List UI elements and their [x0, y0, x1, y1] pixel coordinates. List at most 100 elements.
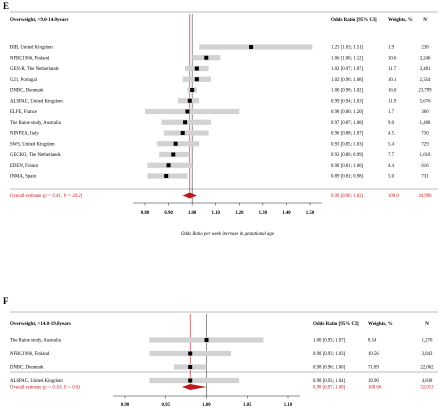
n-text: 22,062	[420, 366, 434, 371]
weight-text: 16.0	[388, 89, 397, 94]
or-ci-text: 0.98 [0.96; 1.00]	[313, 366, 346, 371]
x-tick-label: 1.05	[243, 403, 252, 408]
or-ci-text: 0.93 [0.85; 1.03]	[331, 142, 364, 147]
overall-diamond	[182, 384, 207, 390]
n-text: 1,270	[422, 339, 433, 344]
n-text: 616	[421, 164, 429, 169]
x-tick-label: 0.90	[164, 211, 173, 216]
panel-e: E Overweight, >9.0-14.0years Odds Ratio […	[3, 1, 438, 237]
study-label: SWS, United Kingdom	[10, 142, 55, 147]
or-ci-text: 0.97 [0.87; 1.08]	[331, 121, 364, 126]
n-text: 3,246	[420, 56, 431, 61]
group-label: Overweight, >14.0-19.0years	[10, 322, 71, 327]
weight-text: 1.9	[388, 46, 395, 51]
or-ci-text: 0.89 [0.81; 0.98]	[331, 175, 364, 180]
or-ci-text: 1.00 [0.93; 1.07]	[313, 339, 346, 344]
point-estimate	[180, 131, 185, 135]
study-label: INMA, Spain	[10, 175, 37, 180]
group-label: Overweight, >9.0-14.0years	[10, 18, 68, 23]
x-tick-label: 0.90	[121, 403, 130, 408]
overall-n-text: 44,998	[418, 194, 432, 199]
x-tick-label: 1.20	[235, 211, 244, 216]
study-label: DNBC, Denmark	[10, 89, 44, 94]
ci-bar	[163, 130, 209, 136]
n-text: 5,676	[420, 99, 431, 104]
n-text: 731	[421, 175, 429, 180]
panel-letter-e: E	[3, 1, 9, 11]
or-ci-text: 1.02 [0.97; 1.07]	[331, 67, 364, 72]
weight-text: 10.1	[388, 78, 397, 83]
x-tick-label: 0.95	[162, 403, 171, 408]
study-label: ALSPAC, United Kingdom	[10, 99, 63, 104]
study-label: NFBC1966, Finland	[10, 56, 50, 61]
or-ci-text: 1.02 [0.96; 1.08]	[331, 78, 364, 83]
ci-bar	[156, 141, 200, 147]
or-ci-text: 0.98 [0.80; 1.20]	[331, 110, 364, 115]
study-label: GECKO, The Netherlands	[10, 153, 61, 158]
overall-or-text: 0.99 [0.96; 1.02]	[331, 194, 364, 199]
or-ci-text: 0.90 [0.81; 1.00]	[331, 164, 364, 169]
study-label: NFBC1966, Finland	[10, 352, 50, 357]
x-tick-label: 1.00	[188, 211, 197, 216]
n-text: 3,843	[422, 352, 433, 357]
n-text: 3,481	[420, 67, 431, 72]
x-tick-label: 1.10	[284, 403, 293, 408]
panel-letter-f: F	[3, 296, 9, 306]
ci-bar	[199, 44, 313, 50]
overall-label: Overall estimate (p = 0.10; I² = 0.0)	[10, 385, 80, 391]
overall-diamond	[182, 192, 197, 199]
ci-bar	[145, 108, 240, 115]
x-tick-label: 1.10	[212, 211, 221, 216]
x-tick-label: 0.80	[141, 211, 150, 216]
point-estimate	[173, 141, 178, 146]
n-text: 360	[421, 110, 429, 115]
or-ci-text: 1.25 [1.03; 1.51]	[331, 46, 364, 51]
ci-bar	[149, 377, 240, 384]
column-header: N	[425, 322, 429, 327]
overall-label-text: Overall estimate	[10, 386, 43, 391]
point-estimate	[204, 338, 209, 342]
or-ci-text: 0.98 [0.93; 1.03]	[313, 352, 346, 357]
study-label: NINFEA, Italy	[10, 132, 39, 137]
weight-text: 11.7	[388, 67, 397, 72]
or-ci-text: 1.00 [0.98; 1.02]	[331, 89, 364, 94]
point-estimate	[188, 351, 193, 356]
point-estimate	[187, 98, 192, 103]
n-text: 23,799	[418, 89, 432, 94]
weight-text: 11.9	[388, 99, 397, 104]
overall-weight-text: 100.00	[368, 386, 382, 391]
panel-f: F Overweight, >14.0-19.0years Odds Ratio …	[3, 296, 438, 408]
n-text: 730	[421, 132, 429, 137]
weight-text: 5.4	[388, 142, 395, 147]
column-header: Odds Ratio [95% CI]	[331, 18, 377, 23]
point-estimate	[204, 55, 209, 60]
n-text: 1,610	[420, 153, 431, 158]
overall-label-text: Overall estimate	[10, 194, 43, 199]
overall-n-text: 32,013	[420, 386, 434, 391]
heterogeneity-text: (p = 0.41; I² = 34.2)	[43, 193, 83, 199]
x-axis-title: Odds Ratio per week increase in gestatio…	[181, 232, 275, 237]
point-estimate	[188, 378, 193, 383]
point-estimate	[185, 109, 190, 114]
point-estimate	[194, 66, 199, 71]
overall-weight-text: 100.0	[388, 194, 399, 199]
point-estimate	[249, 45, 254, 49]
study-label: ALSPAC, United Kingdom	[10, 379, 63, 384]
overall-label: Overall estimate (p = 0.41; I² = 34.2)	[10, 193, 83, 199]
or-ci-text: 0.92 [0.86; 0.99]	[331, 153, 364, 158]
point-estimate	[188, 365, 193, 369]
study-label: The Raine study, Australia	[10, 339, 62, 344]
study-label: ELFE, France	[10, 110, 37, 115]
weight-text: 10.56	[368, 352, 379, 357]
weight-text: 71.89	[368, 366, 379, 371]
weight-text: 9.0	[388, 121, 395, 126]
study-label: EDEN, France	[10, 164, 38, 169]
column-header: Weights, %	[368, 322, 393, 327]
x-tick-label: 1.00	[202, 403, 211, 408]
x-tick-label: 1.40	[282, 211, 291, 216]
or-ci-text: 0.99 [0.94; 1.03]	[331, 99, 364, 104]
n-text: 729	[421, 142, 429, 147]
study-label: BIB, United Kingdom	[10, 46, 53, 51]
study-label: GEN-R, The Netherlands	[10, 67, 59, 72]
